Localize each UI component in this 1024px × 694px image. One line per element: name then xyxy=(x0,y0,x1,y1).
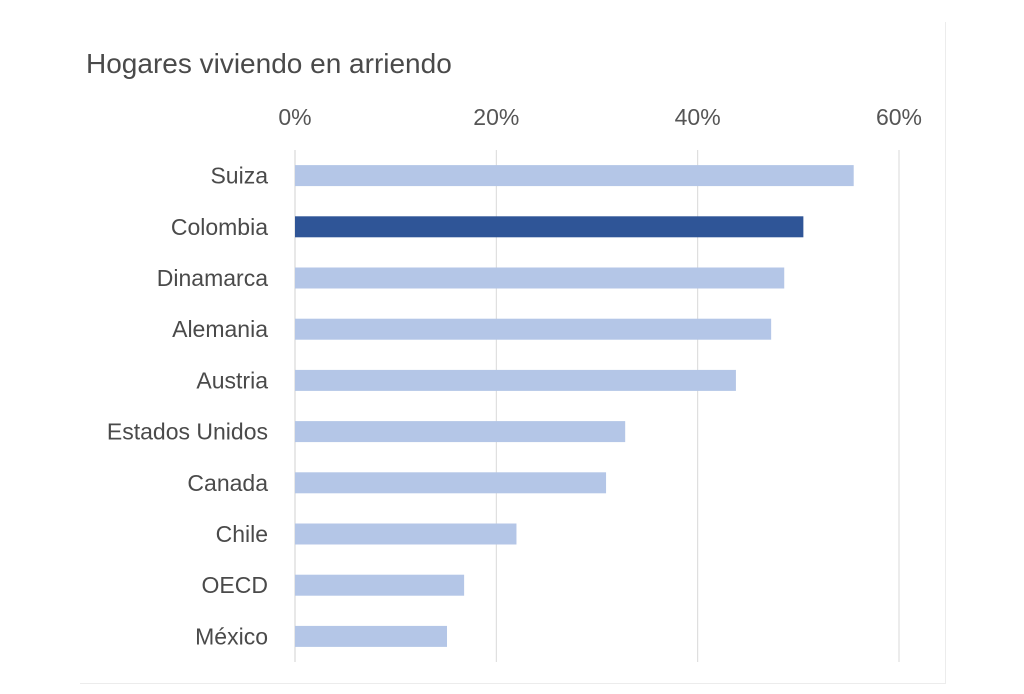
category-labels: Suiza Colombia Dinamarca Alemania Austria Est… xyxy=(107,163,268,650)
category-label: OECD xyxy=(202,572,268,598)
bar-suiza xyxy=(295,165,854,187)
x-tick-label: 60% xyxy=(876,104,922,130)
x-tick-label: 0% xyxy=(278,104,311,130)
category-label: Colombia xyxy=(171,214,268,240)
bar-chile xyxy=(295,523,517,545)
x-axis-ticks: 0% 20% 40% 60% xyxy=(278,104,922,130)
category-label: Alemania xyxy=(172,316,268,342)
category-label: Estados Unidos xyxy=(107,419,268,445)
bar-austria xyxy=(295,369,736,391)
bar-dinamarca xyxy=(295,267,785,289)
bar-alemania xyxy=(295,318,772,340)
bar-oecd xyxy=(295,574,465,596)
bars xyxy=(295,165,854,647)
bar-colombia xyxy=(295,216,804,238)
x-tick-label: 40% xyxy=(675,104,721,130)
category-label: México xyxy=(195,623,268,649)
category-label: Chile xyxy=(216,521,268,547)
chart-card xyxy=(80,22,946,684)
category-label: Austria xyxy=(196,367,268,393)
category-label: Dinamarca xyxy=(157,265,268,291)
x-tick-label: 20% xyxy=(473,104,519,130)
bar-estados-unidos xyxy=(295,421,626,443)
category-label: Suiza xyxy=(210,163,268,189)
chart-title: Hogares viviendo en arriendo xyxy=(86,48,452,79)
bar-m-xico xyxy=(295,625,448,647)
category-label: Canada xyxy=(187,470,268,496)
bar-canada xyxy=(295,472,607,494)
